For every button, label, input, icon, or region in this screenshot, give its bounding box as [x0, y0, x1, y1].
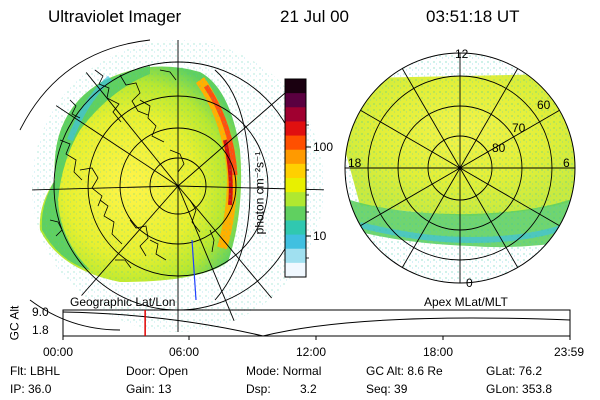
- colorbar-segment: [285, 262, 306, 278]
- info-mode: Mode: Normal: [246, 364, 322, 378]
- mlt-label-12: 12: [455, 47, 469, 61]
- mlt-label-0: 0: [466, 276, 473, 290]
- info-dsp-value: 3.2: [300, 382, 317, 396]
- mlat-label-60: 60: [537, 98, 551, 112]
- timeline-tick-1800: 18:00: [423, 345, 454, 359]
- colorbar-segment: [285, 178, 306, 193]
- colorbar-segment: [285, 93, 306, 108]
- geographic-image: [32, 40, 324, 332]
- info-ip: IP: 36.0: [10, 382, 52, 396]
- polar-caption: Apex MLat/MLT: [424, 295, 508, 309]
- colorbar-segment: [285, 149, 306, 165]
- mlt-label-6: 6: [563, 156, 570, 170]
- timeline-y-bottom: 1.8: [32, 323, 49, 337]
- info-flt: Flt: LBHL: [10, 364, 61, 378]
- colorbar-tick-10: 10: [313, 229, 327, 243]
- colorbar: [284, 78, 311, 278]
- colorbar-segment: [285, 79, 306, 94]
- colorbar-segment: [285, 192, 306, 207]
- colorbar-segment: [285, 107, 306, 122]
- mlt-label-18: 18: [348, 156, 362, 170]
- mlat-label-80: 80: [492, 141, 506, 155]
- timeline-tick-2359: 23:59: [554, 345, 585, 359]
- mlat-label-70: 70: [512, 121, 526, 135]
- info-gain: Gain: 13: [126, 382, 172, 396]
- colorbar-segment: [285, 121, 306, 137]
- info-glon: GLon: 353.8: [486, 382, 553, 396]
- colorbar-tick-100: 100: [313, 140, 334, 154]
- date-label: 21 Jul 00: [280, 7, 349, 26]
- timeline-tick-0600: 06:00: [169, 345, 200, 359]
- colorbar-segment: [285, 163, 306, 179]
- info-door: Door: Open: [126, 364, 189, 378]
- info-dsp-label: Dsp:: [246, 382, 271, 396]
- colorbar-segment: [285, 234, 306, 250]
- colorbar-unit-label: photon cm⁻²s⁻¹: [252, 151, 267, 235]
- geo-caption: Geographic Lat/Lon: [70, 295, 176, 309]
- time-label: 03:51:18 UT: [426, 7, 520, 26]
- instrument-title: Ultraviolet Imager: [48, 7, 182, 26]
- timeline-y-top: 9.0: [32, 305, 49, 319]
- timeline-tick-0000: 00:00: [43, 345, 74, 359]
- timeline-plot: [62, 309, 571, 340]
- colorbar-segment: [285, 248, 306, 264]
- colorbar-segment: [285, 220, 306, 236]
- polar-image: [345, 53, 575, 283]
- timeline-tick-1200: 12:00: [296, 345, 327, 359]
- info-gc-alt: GC Alt: 8.6 Re: [366, 364, 443, 378]
- timeline-axis-label: GC Alt: [7, 305, 22, 341]
- colorbar-segment: [285, 206, 306, 221]
- colorbar-segment: [285, 135, 306, 151]
- info-glat: GLat: 76.2: [486, 364, 543, 378]
- info-seq: Seq: 39: [366, 382, 408, 396]
